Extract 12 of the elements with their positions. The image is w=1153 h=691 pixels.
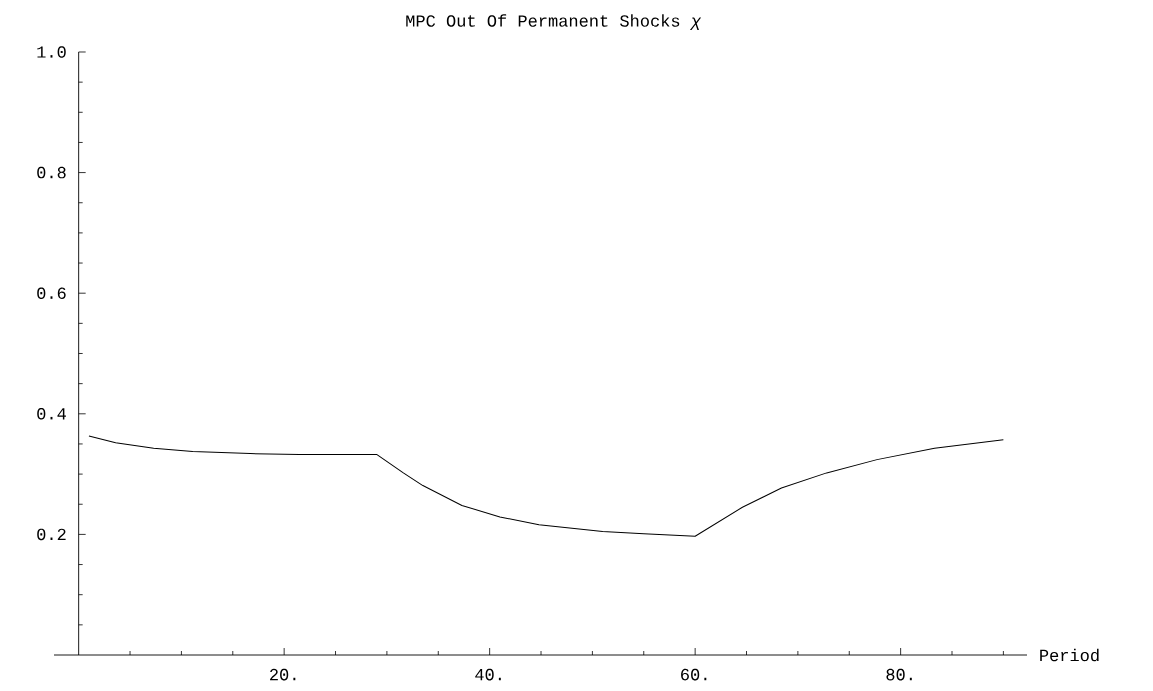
- y-tick-label: 1.0: [37, 46, 66, 58]
- y-tick-label: 0.6: [37, 287, 66, 299]
- y-tick-label: 0.4: [37, 408, 66, 420]
- chart-title: MPC Out Of Permanent Shocks χ: [406, 14, 702, 31]
- x-tick-label: 20.: [270, 668, 296, 681]
- x-axis-title: Period: [1040, 648, 1099, 662]
- line-series: [88, 435, 1004, 537]
- y-tick-label: 0.2: [37, 528, 66, 541]
- x-tick-label: 80.: [886, 668, 912, 681]
- x-tick-label: 60.: [681, 668, 707, 681]
- y-tick-label: 0.8: [37, 166, 66, 179]
- x-tick-label: 40.: [475, 668, 501, 681]
